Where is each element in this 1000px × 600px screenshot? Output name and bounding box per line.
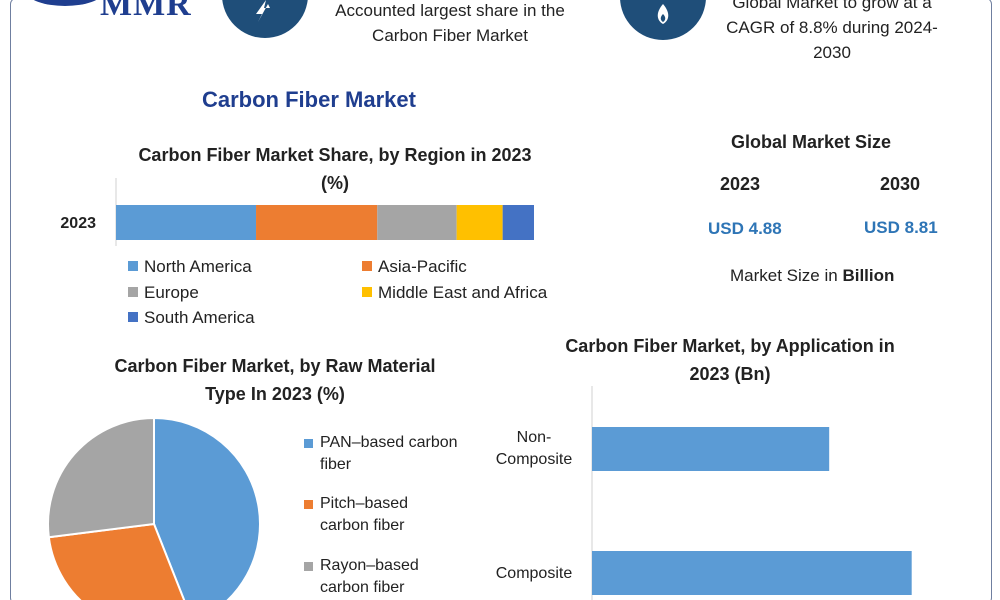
region-chart-title-line1: Carbon Fiber Market Share, by Region in … — [138, 145, 532, 165]
market-size-unit-bold: Billion — [842, 266, 895, 285]
legend-swatch — [128, 311, 138, 322]
stat-cagr-text: Global Market to grow at a CAGR of 8.8% … — [726, 0, 938, 62]
legend-label: North America — [144, 257, 252, 276]
legend-label: Asia-Pacific — [378, 257, 467, 276]
legend-item-north-america: North America — [128, 257, 252, 277]
legend-item-asia-pacific: Asia-Pacific — [362, 257, 467, 277]
pie-legend-item-pitch-based-carbon-fiber: Pitch–based carbon fiber — [304, 493, 500, 537]
legend-swatch — [362, 260, 372, 271]
application-category-label: Non- — [516, 429, 552, 446]
pie-legend-swatch — [304, 439, 313, 448]
application-category-label: Composite — [495, 451, 573, 468]
legend-label: South America — [144, 308, 255, 327]
market-size-unit-prefix: Market Size in — [730, 266, 843, 285]
legend-item-europe: Europe — [128, 283, 199, 303]
market-size-unit-note: Market Size in Billion — [730, 266, 894, 286]
application-category-label: Composite — [495, 565, 573, 582]
pie-legend-item-pan-based-carbon-fiber: PAN–based carbon fiber — [304, 432, 500, 476]
legend-item-south-america: South America — [128, 308, 255, 328]
pie-legend-label: PAN–based carbon — [320, 434, 458, 451]
lightning-icon — [256, 0, 270, 22]
application-chart-title-line1: Carbon Fiber Market, by Application in — [565, 336, 895, 356]
region-chart-title-line2: (%) — [321, 173, 349, 193]
flame-icon-badge — [620, 0, 706, 40]
flame-icon — [657, 4, 669, 24]
lightning-icon-badge — [222, 0, 308, 38]
legend-swatch — [128, 286, 138, 297]
stat-largest-share-text: Accounted largest share in the Carbon Fi… — [335, 1, 565, 45]
pie-legend-label: carbon fiber — [320, 517, 405, 534]
pie-legend-label: fiber — [320, 456, 352, 473]
application-chart-title: Carbon Fiber Market, by Application in 2… — [520, 332, 940, 388]
application-category-composite: Composite — [482, 563, 586, 585]
raw-material-chart-title-line2: Type In 2023 (%) — [205, 384, 345, 404]
pie-legend-label: Rayon–based — [320, 557, 419, 574]
raw-material-chart-title-line1: Carbon Fiber Market, by Raw Material — [114, 356, 436, 376]
global-market-value-2030: USD 8.81 — [864, 218, 938, 237]
application-category-non-composite: Non- Composite — [482, 427, 586, 471]
page-frame — [10, 0, 992, 600]
pie-legend-label: Pitch–based — [320, 495, 409, 512]
brand-logo-text: MMR — [100, 0, 192, 23]
legend-swatch — [128, 260, 138, 271]
legend-swatch — [362, 286, 372, 297]
legend-label: Europe — [144, 283, 199, 302]
global-market-size-title: Global Market Size — [731, 132, 892, 152]
legend-label: Middle East and Africa — [378, 283, 548, 302]
pie-legend-swatch — [304, 500, 313, 509]
application-chart-title-line2: 2023 (Bn) — [689, 364, 771, 384]
pie-legend-item-rayon-based-carbon-fiber: Rayon–based carbon fiber — [304, 555, 500, 599]
globe-logo-icon — [33, 0, 97, 6]
pie-legend-swatch — [304, 562, 313, 571]
global-market-year-2023: 2023 — [720, 174, 761, 194]
raw-material-chart-title: Carbon Fiber Market, by Raw Material Typ… — [60, 352, 490, 408]
main-title: Carbon Fiber Market — [202, 87, 416, 112]
global-market-year-2030: 2030 — [880, 174, 921, 194]
global-market-value-2023: USD 4.88 — [708, 219, 782, 238]
pie-legend-label: carbon fiber — [320, 579, 405, 596]
region-chart-title: Carbon Fiber Market Share, by Region in … — [100, 141, 570, 197]
legend-item-middle-east-and-africa: Middle East and Africa — [362, 283, 547, 303]
